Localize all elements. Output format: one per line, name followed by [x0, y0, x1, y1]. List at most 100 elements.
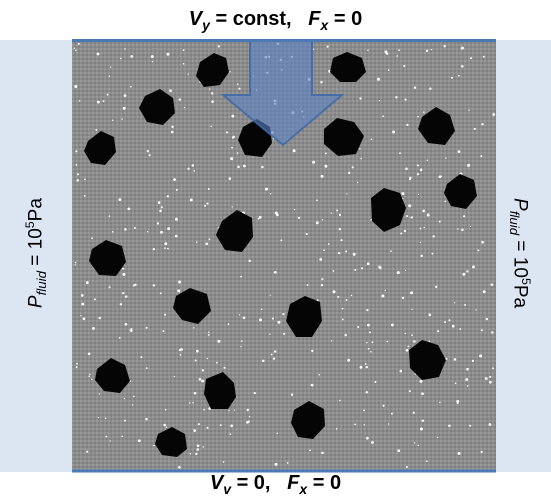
pore-dot [261, 165, 264, 169]
pore-dot [491, 331, 494, 334]
grain [84, 131, 116, 165]
grain [139, 89, 175, 125]
grain [216, 210, 253, 252]
pore-dot [434, 285, 438, 289]
pore-dot [465, 378, 469, 381]
pore-dot [108, 215, 111, 217]
pore-dot [316, 199, 318, 202]
pore-dot [258, 215, 262, 219]
pore-dot [404, 98, 407, 101]
pore-dot [82, 317, 86, 321]
pore-dot [265, 187, 268, 191]
pore-dot [425, 460, 428, 463]
pore-dot [236, 152, 239, 154]
pore-dot [243, 164, 246, 168]
pore-dot [208, 238, 211, 241]
pore-dot [335, 428, 338, 430]
pore-dot [111, 119, 114, 122]
pore-dot [233, 409, 236, 411]
pore-dot [351, 166, 354, 169]
pore-dot [178, 280, 182, 284]
pore-dot [173, 375, 175, 378]
pore-dot [121, 118, 123, 120]
pore-dot [246, 421, 249, 424]
pore-dot [408, 204, 412, 208]
pore-dot [229, 71, 231, 73]
pore-dot [489, 380, 492, 384]
pore-dot [398, 49, 400, 51]
pore-dot [131, 404, 134, 406]
pore-dot [390, 412, 393, 415]
pore-dot [405, 269, 407, 271]
pore-dot [396, 271, 400, 275]
pore-dot [480, 329, 483, 332]
pore-dot [407, 345, 410, 348]
pore-dot [421, 419, 425, 422]
pore-dot [405, 167, 408, 170]
pore-dot [137, 439, 141, 443]
pore-dot [163, 423, 166, 427]
pore-dot [260, 308, 263, 311]
pore-dot [207, 333, 210, 336]
pore-dot [419, 241, 421, 244]
pore-dot [283, 332, 286, 335]
pore-dot [195, 349, 199, 353]
pore-dot [76, 179, 80, 182]
pore-dot [428, 340, 431, 342]
pore-dot [461, 228, 464, 231]
grain [444, 174, 477, 209]
pore-dot [93, 298, 97, 301]
pore-dot [485, 317, 488, 321]
pore-dot [457, 150, 461, 153]
pore-dot [122, 106, 126, 110]
pore-dot [448, 424, 451, 428]
pore-dot [192, 402, 194, 404]
grain [371, 188, 406, 232]
pore-dot [416, 164, 420, 167]
pore-dot [189, 198, 193, 202]
pore-dot [410, 291, 414, 295]
pore-dot [78, 100, 81, 102]
pore-dot [196, 444, 200, 447]
top-boundary-condition: Vy = const, Fx = 0 [188, 8, 363, 33]
pore-dot [387, 69, 390, 71]
pore-dot [437, 330, 440, 333]
grain [196, 53, 229, 87]
pore-dot [145, 367, 148, 369]
pore-dot [488, 423, 492, 426]
pore-dot [97, 416, 100, 419]
pore-dot [468, 109, 470, 111]
pore-dot [426, 213, 430, 217]
pore-dot [123, 397, 126, 400]
pore-dot [456, 400, 460, 403]
pore-dot [480, 450, 483, 454]
pore-dot [485, 377, 488, 380]
pore-dot [208, 407, 211, 410]
pore-dot [123, 94, 127, 97]
pore-dot [130, 85, 132, 88]
pore-dot [191, 164, 195, 167]
pore-dot [95, 128, 98, 131]
grain [418, 107, 455, 145]
pore-dot [74, 264, 76, 266]
pore-dot [326, 45, 329, 48]
pore-dot [174, 234, 178, 238]
pore-dot [225, 131, 229, 134]
pore-dot [311, 349, 314, 353]
pore-dot [178, 466, 181, 469]
pore-dot [249, 415, 251, 418]
pore-dot [321, 219, 324, 221]
pore-dot [359, 97, 362, 100]
pore-dot [309, 449, 312, 452]
pore-dot [238, 314, 241, 316]
pore-dot [457, 451, 461, 455]
right-fluid-pressure-label: Pfluid = 105Pa [506, 198, 534, 309]
pore-dot [152, 248, 155, 251]
pore-dot [475, 309, 477, 311]
pore-dot [410, 217, 412, 219]
pore-dot [384, 50, 388, 54]
pore-dot [193, 392, 197, 395]
pore-dot [338, 228, 341, 231]
pore-dot [85, 281, 89, 285]
grain [324, 118, 364, 156]
